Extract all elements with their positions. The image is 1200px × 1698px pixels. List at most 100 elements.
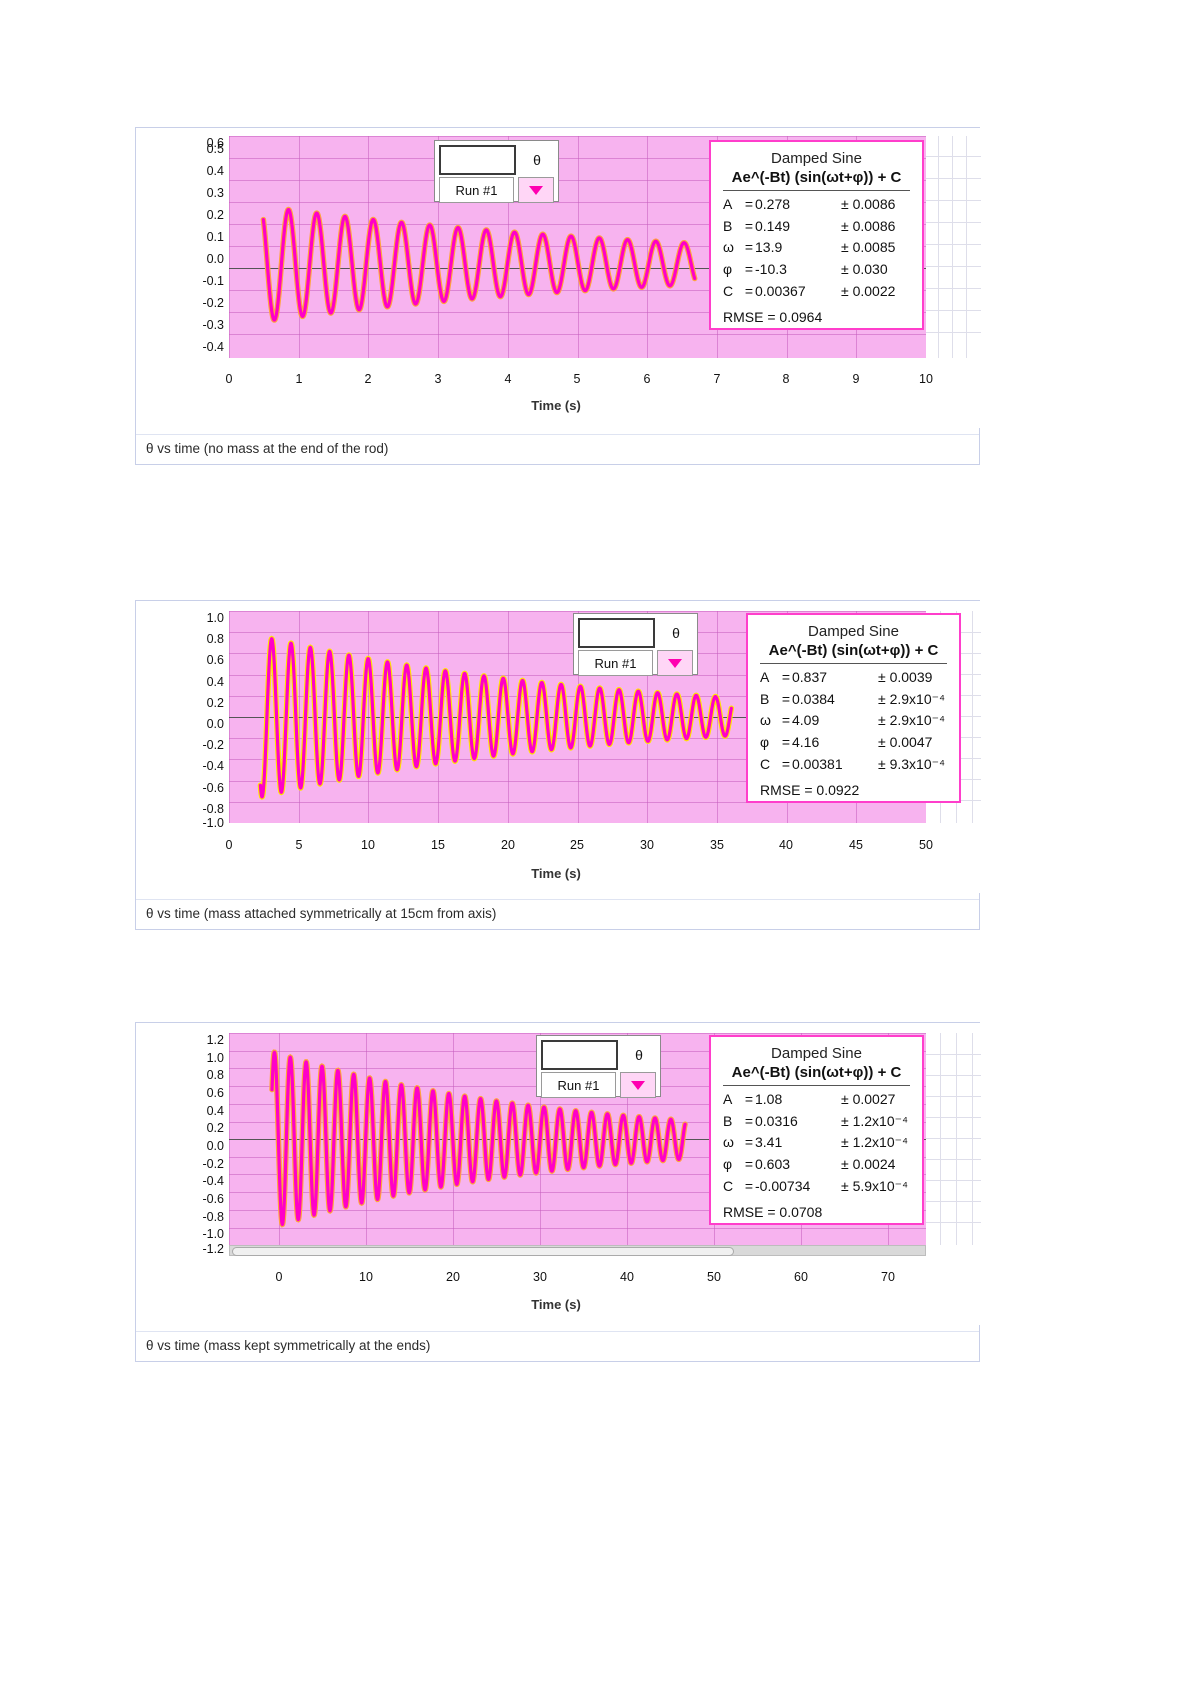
run-selector-3[interactable]: θ Run #1 bbox=[536, 1035, 661, 1098]
fit-param-error: ± 1.2x10⁻⁴ bbox=[841, 1112, 909, 1129]
x-tick: 6 bbox=[643, 372, 651, 386]
x-tick: 20 bbox=[446, 1270, 460, 1284]
y-tick: 0.4 bbox=[206, 675, 224, 689]
fit-param-symbol: ω bbox=[760, 712, 771, 729]
fit-equation: Ae^(-Bt) (sin(ωt+φ)) + C bbox=[760, 642, 947, 664]
x-tick: 40 bbox=[779, 838, 793, 852]
fit-param-row: ω = 4.09 ± 2.9x10⁻⁴ bbox=[760, 710, 947, 732]
plot-area-3: 1.2 1.0 0.8 0.6 0.4 0.2 0.0 -0.2 -0.4 -0… bbox=[136, 1023, 981, 1325]
series-symbol-label: θ bbox=[672, 625, 680, 641]
y-tick: 0.8 bbox=[206, 1068, 224, 1082]
chevron-down-icon bbox=[529, 185, 543, 195]
x-tick: 5 bbox=[295, 838, 303, 852]
series-color-swatch[interactable] bbox=[578, 618, 655, 648]
fit-param-symbol: φ bbox=[723, 261, 733, 278]
run-dropdown-button[interactable] bbox=[657, 650, 693, 676]
fit-param-error: ± 0.0022 bbox=[841, 282, 896, 299]
fit-param-symbol: φ bbox=[760, 734, 770, 751]
fit-param-symbol: B bbox=[760, 690, 770, 707]
fit-param-error: ± 2.9x10⁻⁴ bbox=[878, 712, 946, 729]
fit-param-value: 0.0316 bbox=[755, 1112, 798, 1129]
y-tick: 0.8 bbox=[206, 632, 224, 646]
series-color-swatch[interactable] bbox=[541, 1040, 618, 1070]
y-tick: 0.5 bbox=[206, 142, 224, 156]
x-tick: 70 bbox=[881, 1270, 895, 1284]
x-axis-label: Time (s) bbox=[531, 398, 581, 413]
series-symbol-label: θ bbox=[635, 1047, 643, 1063]
fit-param-error: ± 2.9x10⁻⁴ bbox=[878, 690, 946, 707]
run-selector-2[interactable]: θ Run #1 bbox=[573, 613, 698, 676]
x-tick: 40 bbox=[620, 1270, 634, 1284]
figure-caption: θ vs time (mass kept symmetrically at th… bbox=[136, 1331, 979, 1361]
fit-param-value: 0.149 bbox=[755, 217, 791, 234]
x-tick: 5 bbox=[573, 372, 581, 386]
fit-param-symbol: B bbox=[723, 217, 733, 234]
fit-legend-1[interactable]: Damped Sine Ae^(-Bt) (sin(ωt+φ)) + C A =… bbox=[709, 140, 924, 330]
fit-param-error: ± 0.0039 bbox=[878, 669, 933, 685]
fit-param-symbol: φ bbox=[723, 1156, 733, 1173]
fit-param-row: φ = 0.603 ± 0.0024 bbox=[723, 1154, 910, 1176]
run-name-label[interactable]: Run #1 bbox=[578, 650, 653, 676]
fit-rmse: RMSE = 0.0964 bbox=[723, 309, 823, 326]
y-tick: -0.8 bbox=[202, 802, 224, 816]
fit-rmse: RMSE = 0.0922 bbox=[760, 782, 860, 799]
y-tick: 0.2 bbox=[206, 696, 224, 710]
figure-3: Angle (rad) bbox=[135, 1022, 981, 1362]
x-tick: 7 bbox=[713, 372, 721, 386]
fit-param-value: 0.00381 bbox=[792, 755, 843, 772]
y-tick: -1.2 bbox=[202, 1242, 224, 1256]
fit-param-op: = bbox=[781, 755, 791, 772]
fit-param-symbol: B bbox=[723, 1112, 733, 1129]
fit-param-value: -0.00734 bbox=[755, 1177, 811, 1194]
horizontal-scrollbar[interactable] bbox=[229, 1245, 926, 1256]
fit-param-error: ± 0.0027 bbox=[841, 1091, 896, 1107]
plot-grid-outside bbox=[926, 136, 981, 358]
fit-param-error: ± 0.0085 bbox=[841, 239, 896, 256]
fit-param-row: ω = 13.9 ± 0.0085 bbox=[723, 237, 910, 259]
fit-param-error: ± 5.9x10⁻⁴ bbox=[841, 1177, 909, 1194]
y-tick: -0.1 bbox=[202, 274, 224, 288]
fit-param-op: = bbox=[744, 1112, 754, 1129]
y-tick: 1.0 bbox=[206, 1051, 224, 1065]
fit-param-error: ± 0.0024 bbox=[841, 1156, 896, 1173]
fit-legend-2[interactable]: Damped Sine Ae^(-Bt) (sin(ωt+φ)) + C A =… bbox=[746, 613, 961, 803]
fit-param-value: 0.837 bbox=[792, 669, 828, 685]
y-tick: 0.0 bbox=[206, 252, 224, 266]
fit-equation: Ae^(-Bt) (sin(ωt+φ)) + C bbox=[723, 1064, 910, 1086]
fit-legend-3[interactable]: Damped Sine Ae^(-Bt) (sin(ωt+φ)) + C A =… bbox=[709, 1035, 924, 1225]
waveform-1 bbox=[260, 206, 698, 323]
fit-param-row: C = -0.00734 ± 5.9x10⁻⁴ bbox=[723, 1176, 910, 1198]
run-dropdown-button[interactable] bbox=[518, 177, 554, 203]
fit-param-row: C = 0.00367 ± 0.0022 bbox=[723, 281, 910, 303]
y-tick: 0.4 bbox=[206, 164, 224, 178]
plot-area-2: 1.0 0.8 0.6 0.4 0.2 0.0 -0.2 -0.4 -0.6 -… bbox=[136, 601, 981, 893]
y-tick: 0.2 bbox=[206, 1121, 224, 1135]
series-color-swatch[interactable] bbox=[439, 145, 516, 175]
run-selector-1[interactable]: θ Run #1 bbox=[434, 140, 559, 203]
fit-param-value: 4.16 bbox=[792, 734, 820, 751]
fit-param-op: = bbox=[744, 1091, 754, 1107]
fit-param-op: = bbox=[744, 1177, 754, 1194]
fit-param-error: ± 0.030 bbox=[841, 261, 888, 278]
fit-param-op: = bbox=[781, 669, 791, 685]
fit-param-row: A = 1.08 ± 0.0027 bbox=[723, 1089, 910, 1111]
x-axis-label: Time (s) bbox=[531, 866, 581, 881]
fit-title: Damped Sine bbox=[771, 1045, 862, 1062]
fit-param-row: φ = -10.3 ± 0.030 bbox=[723, 259, 910, 281]
scrollbar-thumb[interactable] bbox=[232, 1247, 734, 1256]
y-tick: -0.8 bbox=[202, 1210, 224, 1224]
fit-param-op: = bbox=[781, 690, 791, 707]
fit-param-error: ± 1.2x10⁻⁴ bbox=[841, 1134, 909, 1151]
chevron-down-icon bbox=[631, 1080, 645, 1090]
fit-param-value: 3.41 bbox=[755, 1134, 783, 1151]
plot-grid-outside bbox=[926, 1033, 981, 1245]
fit-param-row: C = 0.00381 ± 9.3x10⁻⁴ bbox=[760, 754, 947, 776]
run-dropdown-button[interactable] bbox=[620, 1072, 656, 1098]
fit-param-value: 0.603 bbox=[755, 1156, 791, 1173]
y-tick: -0.4 bbox=[202, 340, 224, 354]
fit-title: Damped Sine bbox=[771, 150, 862, 167]
fit-param-error: ± 0.0086 bbox=[841, 217, 896, 234]
run-name-label[interactable]: Run #1 bbox=[439, 177, 514, 203]
run-name-label[interactable]: Run #1 bbox=[541, 1072, 616, 1098]
y-tick: 0.0 bbox=[206, 717, 224, 731]
